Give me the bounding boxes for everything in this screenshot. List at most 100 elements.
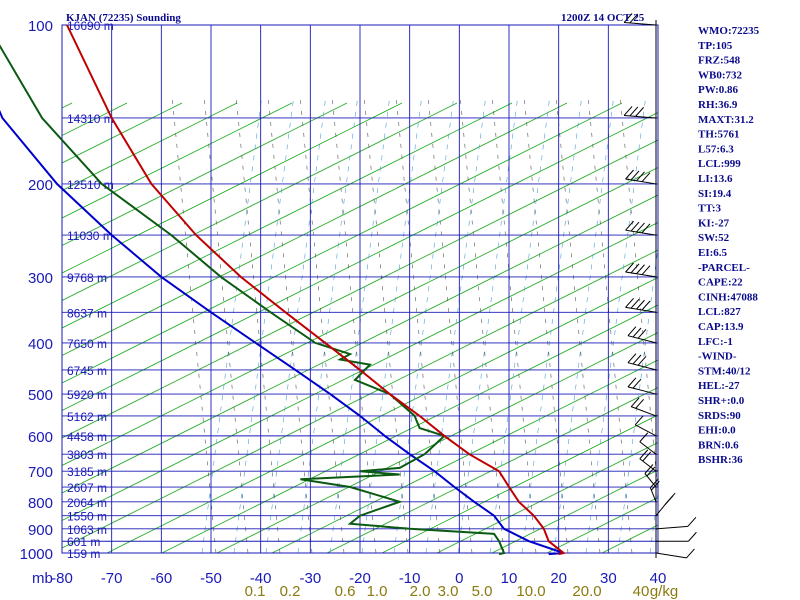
wind-barb-feather	[636, 264, 645, 275]
wind-barb-shaft	[625, 229, 657, 236]
wind-barb-feather	[623, 13, 633, 23]
mask-right	[658, 0, 800, 600]
pressure-tick-label: 500	[28, 387, 53, 404]
mixing-ratio-tick-label: 3.0	[438, 583, 459, 600]
mask-bottom	[0, 553, 800, 600]
plot-frame	[61, 24, 659, 554]
wind-barb-shaft	[624, 22, 657, 26]
wind-barb-feather	[641, 223, 651, 234]
parcel-profile	[0, 109, 564, 556]
height-label: 6745 m	[67, 364, 107, 378]
mixing-ratio-tick-label: 40	[633, 583, 650, 600]
observation-time: 1200Z 14 OCT 25	[561, 12, 645, 24]
dry-adiabat	[0, 102, 238, 222]
wind-barb-shaft	[631, 406, 657, 417]
wind-barb-feather	[625, 262, 634, 273]
mixing-ratio-tick-label: 1.0	[367, 583, 388, 600]
wind-barb-shaft	[625, 271, 657, 278]
temperature-tick-label: -50	[200, 570, 222, 587]
mixing-ratio-tick-label: 2.0	[410, 583, 431, 600]
wind-barb-feather	[632, 327, 642, 338]
index-value: LI:13.6	[698, 173, 733, 185]
wind-barb-feather	[629, 13, 639, 24]
wind-barb-feather	[634, 415, 644, 426]
dry-adiabat	[0, 102, 568, 387]
height-label: 5162 m	[67, 410, 107, 424]
wind-barb-feather	[637, 355, 647, 366]
pressure-tick-label: 700	[28, 464, 53, 481]
temperature-tick-label: -70	[101, 570, 123, 587]
mixing-ratio-axis: 0.1 0.2 0.6 1.0 2.0 3.0 5.0 10.0 20.0 40 g/kg	[245, 583, 679, 600]
wind-barb-feather	[630, 170, 640, 181]
index-value: BSHR:36	[698, 454, 743, 466]
index-value: SI:19.4	[698, 188, 732, 200]
temperature-tick-label: -10	[399, 570, 421, 587]
index-value: SRDS:90	[698, 410, 741, 422]
dry-adiabat	[381, 343, 800, 554]
wind-barb-feather	[641, 300, 651, 311]
pressure-tick-label: 1000	[20, 546, 53, 563]
dry-adiabat	[106, 206, 800, 554]
height-label: 14310 m	[67, 112, 114, 126]
wind-barb-feather	[641, 172, 651, 183]
index-value: -WIND-	[698, 351, 737, 363]
mixing-ratio-tick-label: 0.6	[335, 583, 356, 600]
index-value: CAPE:22	[698, 277, 743, 289]
wind-barb-feather	[636, 299, 645, 310]
temperature-tick-label: 40	[650, 570, 667, 587]
dry-adiabat	[0, 102, 623, 415]
wind-barb-feather	[625, 298, 634, 308]
wind-barb-feather	[664, 495, 674, 505]
wind-barb-shaft	[625, 306, 657, 313]
index-value: HEL:-27	[698, 380, 740, 392]
index-value: LCL:999	[698, 158, 741, 170]
height-label: 7650 m	[67, 337, 107, 351]
height-label: 601 m	[67, 535, 100, 549]
mixing-ratio-tick-label: 20.0	[572, 583, 601, 600]
temperature-tick-label: 30	[600, 570, 617, 587]
wind-barb-feather	[642, 451, 652, 462]
wind-barb-feather	[639, 432, 649, 443]
wind-barb-shaft	[627, 362, 657, 371]
temperature-tick-label: -20	[349, 570, 371, 587]
dry-adiabat	[491, 398, 800, 554]
index-value: TP:105	[698, 40, 733, 52]
wind-barb-feather	[627, 326, 637, 337]
pressure-tick-label: 800	[28, 495, 53, 512]
wind-barb-feather	[632, 378, 642, 389]
index-value: WMO:72235	[698, 25, 760, 37]
dry-adiabat	[0, 102, 348, 277]
index-value: WB0:732	[698, 69, 743, 81]
mixing-ratio-tick-label: 0.1	[245, 583, 266, 600]
index-value: SW:52	[698, 232, 730, 244]
index-value: CINH:47088	[698, 291, 758, 303]
wind-barb-feather	[625, 220, 634, 231]
pressure-tick-label: 100	[28, 18, 53, 35]
height-label: 5920 m	[67, 388, 107, 402]
profiles	[0, 24, 566, 556]
dry-adiabat	[0, 102, 293, 250]
mixing-ratio-tick-label: g/kg	[650, 583, 678, 600]
wind-barb-feather	[630, 397, 640, 407]
wind-barb-shaft	[624, 114, 657, 119]
temperature-tick-label: 0	[455, 570, 463, 587]
wind-barb-feather	[650, 478, 659, 488]
index-value: BRN:0.6	[698, 439, 739, 451]
index-value: MAXT:31.2	[698, 114, 754, 126]
station-title: KJAN (72235) Sounding	[66, 12, 181, 24]
mask-top	[0, 0, 800, 25]
wind-barb-feather	[635, 107, 644, 117]
wind-barb-feather	[635, 398, 645, 409]
index-value: TH:5761	[698, 129, 740, 141]
wind-barb-shaft	[639, 441, 657, 455]
height-label: 3803 m	[67, 448, 107, 462]
pressure-tick-label: 200	[28, 177, 53, 194]
height-label: 2607 m	[67, 481, 107, 495]
height-label: 1550 m	[67, 510, 107, 524]
dry-adiabat	[0, 102, 403, 305]
wind-barb-shaft	[627, 335, 657, 344]
wind-barb-feather	[637, 328, 647, 339]
dry-adiabat	[0, 102, 733, 470]
